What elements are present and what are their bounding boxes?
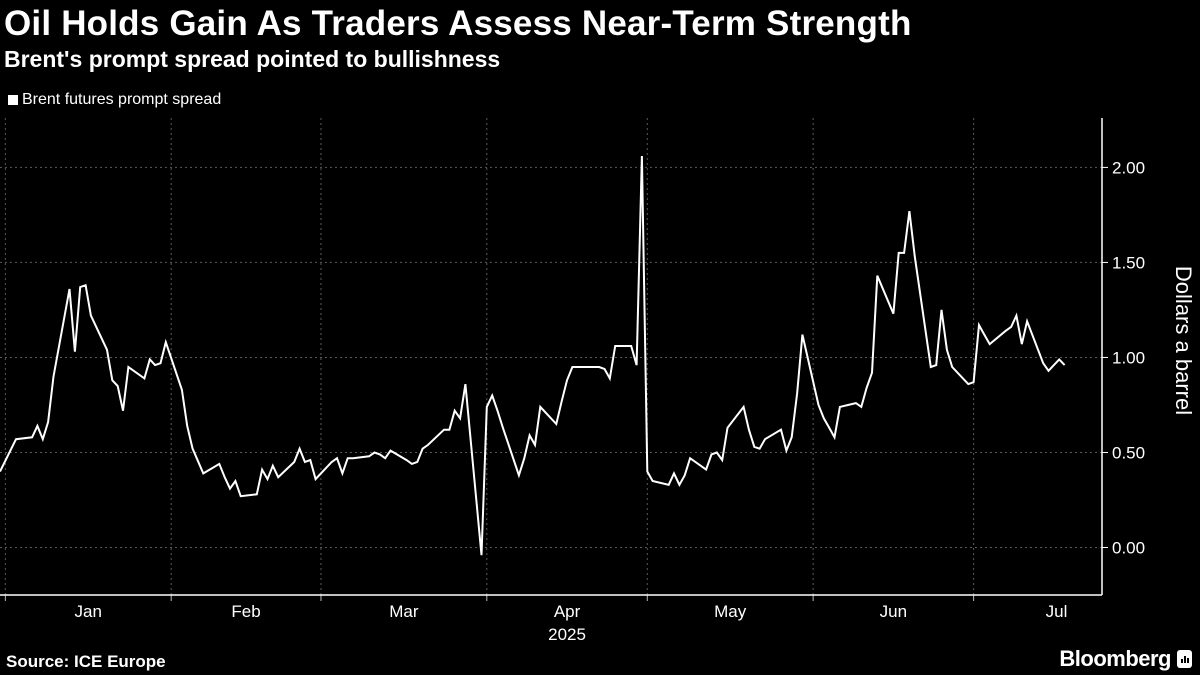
x-tick-label: Jan [75, 602, 102, 621]
legend-label: Brent futures prompt spread [22, 91, 222, 108]
legend-swatch [8, 95, 18, 105]
x-axis-year-label: 2025 [548, 625, 586, 644]
x-tick-label: May [714, 602, 747, 621]
y-tick-label: 1.00 [1112, 348, 1145, 367]
y-tick-label: 1.50 [1112, 253, 1145, 272]
source-note: Source: ICE Europe [6, 652, 166, 671]
chart-subtitle: Brent's prompt spread pointed to bullish… [4, 46, 501, 72]
x-tick-label: Jul [1046, 602, 1068, 621]
bloomberg-logo: Bloomberg [1059, 646, 1192, 672]
x-tick-label: Mar [389, 602, 419, 621]
series-line [0, 155, 1066, 556]
x-tick-label: Jun [880, 602, 907, 621]
bloomberg-chart-icon [1177, 650, 1192, 668]
chart-title: Oil Holds Gain As Traders Assess Near-Te… [4, 4, 912, 43]
y-tick-label: 0.50 [1112, 443, 1145, 462]
x-tick-label: Apr [554, 602, 581, 621]
y-tick-label: 0.00 [1112, 538, 1145, 557]
y-tick-label: 2.00 [1112, 158, 1145, 177]
x-tick-label: Feb [231, 602, 260, 621]
y-axis-label: Dollars a barrel [1171, 266, 1196, 415]
brand-wordmark: Bloomberg [1059, 646, 1171, 671]
legend: Brent futures prompt spread [8, 91, 221, 109]
